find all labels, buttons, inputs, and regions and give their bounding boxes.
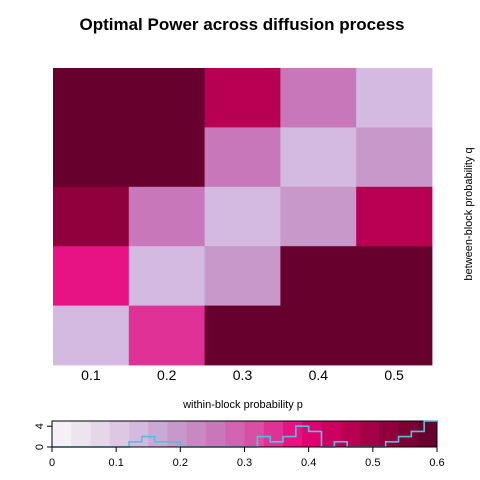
heat-cell-r3-c5 bbox=[356, 186, 433, 247]
heat-cell-r4-c5 bbox=[356, 246, 433, 306]
heat-cell-r2-c4 bbox=[280, 127, 357, 188]
color-key-histogram bbox=[52, 420, 437, 448]
key-tick-label: 0.5 bbox=[365, 457, 380, 469]
key-color-bin bbox=[148, 421, 168, 447]
heat-cell-r2-c1 bbox=[53, 127, 130, 188]
x-tick-label: 0.2 bbox=[157, 367, 177, 383]
key-count-tick-label: 0 bbox=[34, 444, 46, 450]
key-color-bin bbox=[52, 421, 72, 447]
heat-cell-r2-c5 bbox=[356, 127, 433, 188]
key-tick-label: 0.3 bbox=[237, 457, 252, 469]
key-tick-label: 0.1 bbox=[109, 457, 124, 469]
key-color-bin bbox=[206, 421, 226, 447]
heat-cell-r4-c1 bbox=[53, 246, 130, 306]
key-tick-label: 0.2 bbox=[173, 457, 188, 469]
heatmap-cells bbox=[53, 68, 433, 366]
x-tick-label: 0.3 bbox=[233, 367, 253, 383]
heat-cell-r3-c4 bbox=[280, 186, 357, 247]
color-key bbox=[51, 420, 438, 448]
key-histogram-line bbox=[52, 420, 437, 448]
heat-cell-r3-c3 bbox=[204, 186, 281, 247]
key-color-bin bbox=[129, 421, 149, 447]
key-color-bin bbox=[109, 421, 130, 447]
key-count-tick-label: 4 bbox=[34, 423, 46, 429]
key-color-bin bbox=[302, 421, 322, 447]
heat-cell-r4-c2 bbox=[128, 246, 205, 306]
key-color-bin bbox=[225, 421, 245, 447]
heat-cell-r1-c4 bbox=[280, 68, 357, 128]
color-key-count-axis: 04 bbox=[34, 421, 53, 450]
x-tick-label: 0.1 bbox=[81, 367, 101, 383]
heat-cell-r3-c1 bbox=[53, 186, 130, 247]
key-color-bin bbox=[321, 421, 342, 447]
key-color-bin bbox=[167, 421, 188, 447]
chart-title: Optimal Power across diffusion process bbox=[80, 15, 405, 34]
x-tick-labels: 0.1 0.2 0.3 0.4 0.5 bbox=[81, 367, 404, 383]
heat-cell-r2-c3 bbox=[204, 127, 281, 188]
y-axis-label: between-block probability q bbox=[463, 147, 475, 280]
key-color-bin bbox=[71, 421, 91, 447]
key-color-bin bbox=[90, 421, 111, 447]
heat-cell-r3-c2 bbox=[128, 186, 205, 247]
key-color-bin bbox=[417, 421, 438, 447]
key-color-bin bbox=[398, 421, 419, 447]
key-color-bin bbox=[340, 421, 361, 447]
key-color-bin bbox=[379, 421, 399, 447]
heat-cell-r2-c2 bbox=[128, 127, 205, 188]
heat-cell-r1-c1 bbox=[53, 68, 130, 128]
key-color-bin bbox=[244, 421, 265, 447]
key-tick-label: 0.4 bbox=[301, 457, 316, 469]
heat-cell-r5-c1 bbox=[53, 305, 130, 366]
heat-cell-r1-c3 bbox=[204, 68, 281, 128]
key-color-bin bbox=[360, 421, 380, 447]
key-color-bin bbox=[186, 421, 207, 447]
heat-cell-r4-c4 bbox=[280, 246, 357, 306]
heat-cell-r5-c5 bbox=[356, 305, 433, 366]
heat-cell-r1-c5 bbox=[356, 68, 433, 128]
heat-cell-r4-c3 bbox=[204, 246, 281, 306]
key-color-bin bbox=[263, 421, 284, 447]
x-tick-label: 0.5 bbox=[384, 367, 404, 383]
x-axis-label: within-block probability p bbox=[182, 399, 303, 411]
x-tick-label: 0.4 bbox=[309, 367, 329, 383]
heat-cell-r5-c3 bbox=[204, 305, 281, 366]
key-tick-label: 0.6 bbox=[429, 457, 444, 469]
heat-cell-r5-c2 bbox=[128, 305, 205, 366]
heat-cell-r5-c4 bbox=[280, 305, 357, 366]
key-tick-label: 0 bbox=[49, 457, 55, 469]
key-color-bin bbox=[283, 421, 303, 447]
color-key-axis: 0 0.1 0.2 0.3 0.4 0.5 0.6 bbox=[49, 446, 445, 469]
heat-cell-r1-c2 bbox=[128, 68, 205, 128]
